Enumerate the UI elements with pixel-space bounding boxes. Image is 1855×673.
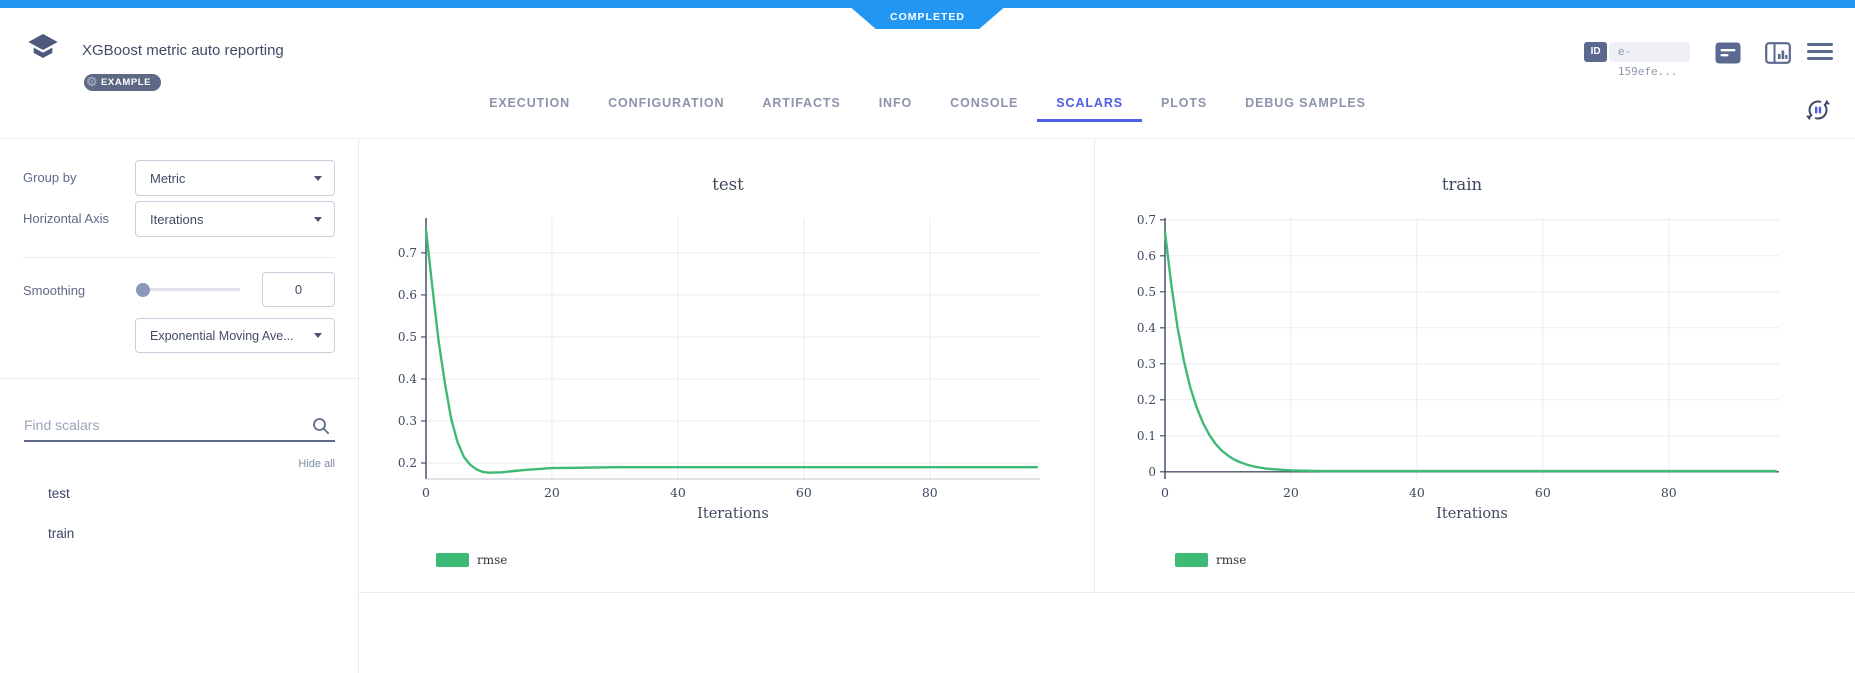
slider-knob[interactable] [136, 282, 150, 297]
svg-text:rmse: rmse [1216, 553, 1246, 567]
sidebar-item-test[interactable]: test [48, 486, 70, 501]
train-chart[interactable]: 0 0.1 0.2 0.3 0.4 0.5 0.6 0.7 0 20 40 60 80 train Iter… [1094, 140, 1855, 592]
svg-text:20: 20 [1283, 485, 1299, 500]
horizontal-axis-select[interactable]: Iterations [135, 201, 335, 237]
example-badge: ⚙ EXAMPLE [84, 74, 162, 91]
sidebar-rule [23, 257, 335, 258]
sidebar-divider [358, 138, 359, 673]
smoothing-value-input[interactable] [262, 272, 335, 307]
group-by-value: Metric [150, 170, 186, 186]
hide-all-link[interactable]: Hide all [298, 458, 335, 470]
charts-bottom-divider [359, 592, 1855, 593]
tab-info[interactable]: INFO [878, 96, 913, 110]
svg-text:0.7: 0.7 [1137, 213, 1156, 227]
svg-text:Iterations: Iterations [697, 506, 769, 522]
smoothing-slider[interactable] [136, 282, 240, 297]
smoothing-label: Smoothing [23, 283, 86, 298]
chevron-down-icon [314, 333, 322, 338]
menu-icon[interactable] [1807, 43, 1833, 65]
svg-text:0.2: 0.2 [1137, 393, 1156, 407]
tab-scalars[interactable]: SCALARS [1037, 90, 1142, 122]
chevron-down-icon [314, 216, 322, 222]
content-top-divider [0, 138, 1855, 139]
tab-console[interactable]: CONSOLE [950, 96, 1019, 110]
svg-text:0.4: 0.4 [1137, 321, 1156, 335]
search-input[interactable] [24, 412, 310, 438]
svg-text:0.5: 0.5 [398, 330, 417, 344]
svg-text:60: 60 [1535, 485, 1551, 500]
svg-text:0: 0 [1161, 485, 1169, 500]
group-by-label: Group by [23, 170, 77, 185]
svg-text:0.3: 0.3 [398, 414, 417, 428]
test-chart[interactable]: 0.2 0.3 0.4 0.5 0.6 0.7 0 20 40 60 80 test Iteration… [363, 140, 1094, 592]
test-chart-cell: 0.2 0.3 0.4 0.5 0.6 0.7 0 20 40 60 80 test Iteration… [363, 140, 1094, 592]
comment-icon[interactable] [1715, 42, 1741, 69]
details-panel-icon[interactable] [1765, 42, 1791, 69]
sidebar-item-train[interactable]: train [48, 526, 75, 541]
svg-text:40: 40 [1409, 485, 1425, 500]
svg-text:0.2: 0.2 [398, 456, 417, 470]
sidebar-rule [0, 378, 358, 379]
status-badge: COMPLETED [851, 8, 1004, 29]
svg-text:0.7: 0.7 [398, 246, 417, 260]
svg-text:0.1: 0.1 [1137, 429, 1156, 443]
svg-text:60: 60 [796, 485, 812, 500]
svg-text:0: 0 [422, 485, 430, 500]
svg-text:Iterations: Iterations [1436, 506, 1508, 522]
svg-text:test: test [712, 175, 744, 194]
tab-execution[interactable]: EXECUTION [489, 96, 571, 110]
experiment-id-chip[interactable]: ID e-159efe... [1584, 42, 1690, 78]
svg-text:0: 0 [1148, 465, 1156, 479]
svg-text:0.3: 0.3 [1137, 357, 1156, 371]
svg-text:train: train [1442, 175, 1483, 194]
search-underline [24, 440, 335, 442]
gear-icon: ⚙ [86, 74, 99, 89]
tab-configuration[interactable]: CONFIGURATION [608, 96, 725, 110]
svg-text:40: 40 [670, 485, 686, 500]
svg-text:rmse: rmse [477, 553, 507, 567]
search-icon[interactable] [312, 417, 330, 440]
app-logo-icon [24, 30, 62, 67]
train-chart-cell: 0 0.1 0.2 0.3 0.4 0.5 0.6 0.7 0 20 40 60 80 train Iter… [1094, 140, 1855, 592]
status-strip [0, 0, 1855, 8]
chevron-down-icon [314, 175, 322, 181]
experiment-title: XGBoost metric auto reporting [82, 42, 284, 59]
experiment-tabs: EXECUTION CONFIGURATION ARTIFACTS INFO C… [0, 90, 1855, 122]
svg-text:20: 20 [544, 485, 560, 500]
horizontal-axis-value: Iterations [150, 211, 204, 227]
svg-text:0.5: 0.5 [1137, 285, 1156, 299]
id-value: e-159efe... [1608, 42, 1690, 78]
horizontal-axis-label: Horizontal Axis [23, 211, 109, 226]
auto-refresh-icon[interactable] [1805, 97, 1831, 123]
group-by-select[interactable]: Metric [135, 160, 335, 196]
svg-text:80: 80 [1661, 485, 1677, 500]
tab-artifacts[interactable]: ARTIFACTS [762, 96, 841, 110]
svg-text:0.6: 0.6 [1137, 249, 1156, 263]
svg-text:0.6: 0.6 [398, 288, 417, 302]
chart-cells-divider [1094, 139, 1095, 592]
smoothing-method-value: Exponential Moving Ave... [150, 328, 294, 343]
tab-plots[interactable]: PLOTS [1161, 96, 1208, 110]
svg-text:0.4: 0.4 [398, 372, 417, 386]
example-badge-label: EXAMPLE [101, 77, 152, 88]
tab-debug-samples[interactable]: DEBUG SAMPLES [1245, 96, 1366, 110]
smoothing-method-select[interactable]: Exponential Moving Ave... [135, 318, 335, 353]
id-badge: ID [1584, 42, 1607, 62]
svg-text:80: 80 [922, 485, 938, 500]
